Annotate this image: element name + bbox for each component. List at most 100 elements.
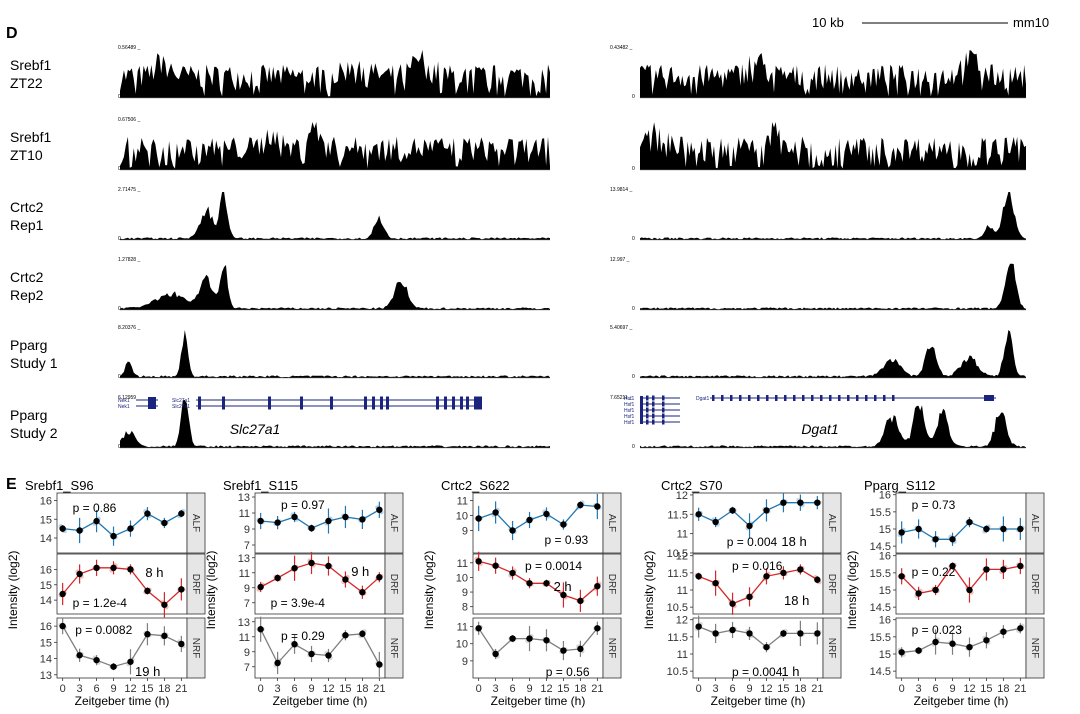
data-point (291, 565, 298, 572)
coverage-profile (120, 50, 550, 98)
x-tick-label: 9 (308, 683, 314, 695)
y-tick-label: 10 (456, 511, 468, 523)
x-tick-label: 12 (963, 683, 975, 695)
x-tick-label: 18 (574, 683, 586, 695)
y-tick-label: 11 (457, 496, 468, 508)
y-axis-label: Intensity (log2) (642, 551, 656, 630)
track-zero-label: 0 (632, 166, 635, 172)
gene-exon (148, 397, 156, 403)
data-point (594, 582, 601, 590)
coverage-profile (640, 263, 1026, 310)
data-point (492, 650, 499, 658)
track-zero-label: 0 (118, 166, 121, 172)
x-tick-label: 21 (373, 683, 385, 695)
annotation-text: 18 h (781, 534, 806, 549)
facet-strip (186, 617, 206, 679)
gene-exon (452, 402, 455, 410)
track-max-label: 12.997 _ (610, 257, 630, 263)
y-tick-label: 16 (879, 615, 891, 627)
gene-exon (386, 396, 389, 404)
x-tick-label: 21 (1014, 683, 1026, 695)
track-zero-label: 0 (118, 374, 121, 380)
gene-exon (436, 402, 439, 410)
x-axis-label: Zeitgeber time (h) (914, 694, 1009, 708)
y-tick-label: 15.5 (870, 568, 891, 580)
annotation-text: p = 0.29 (281, 629, 325, 643)
y-tick-label: 16 (879, 551, 891, 563)
chart-title: Crtc2_S70 (661, 478, 722, 493)
track-max-label: 0.56489 _ (118, 45, 140, 51)
data-point (780, 499, 787, 506)
x-tick-label: 6 (292, 683, 298, 695)
data-point (577, 597, 584, 605)
data-point (983, 637, 990, 644)
gene-exon (662, 407, 665, 413)
data-point (526, 580, 533, 587)
x-tick-label: 3 (275, 683, 281, 695)
data-point (178, 510, 185, 517)
x-tick-label: 12 (540, 683, 552, 695)
x-tick-label: 6 (510, 683, 516, 695)
data-point (127, 525, 134, 532)
y-tick-label: 11 (239, 568, 250, 580)
gene-exon (386, 402, 389, 410)
data-point (509, 635, 516, 642)
data-point (359, 589, 366, 596)
data-point (814, 576, 821, 583)
data-point (594, 503, 601, 510)
line-charts: Srebf1_S96 Intensity (log2) ALF 14 15 16 p = 0… (6, 478, 1045, 708)
y-tick-label: 9 (244, 647, 250, 659)
facet-strip-label: ALF (388, 514, 399, 532)
data-point (1000, 628, 1007, 635)
data-point (76, 527, 83, 534)
data-point (342, 576, 349, 583)
data-point (1017, 562, 1024, 570)
data-point (932, 586, 939, 594)
data-point (966, 586, 973, 594)
track-sample: Rep2 (10, 287, 44, 303)
data-point (712, 630, 719, 637)
facet-panel (692, 617, 824, 679)
x-tick-label: 0 (696, 683, 702, 695)
track-max-label: 7.65211 _ (610, 395, 632, 401)
gene-exon (829, 395, 832, 401)
left-gene-title: Slc27a1 (230, 421, 281, 437)
facet-strip (602, 553, 622, 615)
data-point (797, 499, 804, 506)
facet-strip (186, 553, 206, 615)
track-max-label: 0.43482 _ (610, 45, 632, 51)
annotation-text: 19 h (135, 664, 160, 679)
data-point (76, 652, 83, 659)
gene-exon (652, 395, 655, 401)
gene-label: Hsf1 (624, 420, 635, 426)
scale-bar-label: 10 kb (812, 15, 844, 30)
data-point (59, 590, 66, 598)
facet-strip (1025, 617, 1045, 679)
facet-panel (254, 617, 386, 679)
annotation-text: 9 h (351, 564, 369, 579)
gene-exon (222, 396, 225, 404)
gene-exon (148, 403, 156, 409)
gene-exon (460, 396, 463, 404)
x-tick-label: 0 (258, 683, 264, 695)
track-zero-label: 0 (632, 94, 635, 100)
gene-exon (646, 395, 649, 401)
data-point (161, 519, 168, 527)
annotation-text: p = 0.86 (73, 501, 117, 515)
x-tick-label: 0 (476, 683, 482, 695)
x-tick-label: 9 (110, 683, 116, 695)
gene-exon (652, 419, 655, 425)
data-point (144, 510, 151, 517)
x-tick-label: 3 (916, 683, 922, 695)
coverage-profile (640, 122, 1026, 170)
gene-exon (811, 395, 814, 401)
data-point (127, 658, 134, 665)
data-point (763, 507, 770, 514)
data-point (144, 631, 151, 638)
facet-strip (384, 492, 404, 554)
x-tick-label: 15 (980, 683, 992, 695)
gene-exon (474, 396, 482, 404)
y-tick-label: 15 (40, 637, 52, 649)
gene-exon (652, 407, 655, 413)
annotation-text: p = 0.93 (545, 533, 589, 547)
